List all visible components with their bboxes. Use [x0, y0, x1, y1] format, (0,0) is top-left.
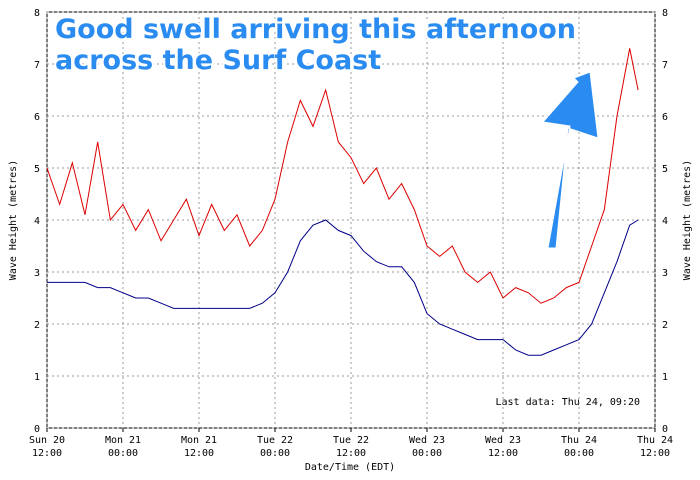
- y2-axis-label: Wave Height (metres): [682, 160, 693, 280]
- series-line: [47, 219, 639, 356]
- y2-tick-label: 3: [662, 268, 668, 279]
- y2-tick-label: 1: [662, 372, 668, 383]
- arrow: [542, 71, 599, 249]
- x-tick-label: Mon 21: [105, 435, 141, 446]
- x-tick-label: 12:00: [640, 448, 670, 459]
- y2-tick-label: 2: [662, 320, 668, 331]
- x-tick-label: Sun 20: [29, 435, 65, 446]
- x-tick-label: 00:00: [412, 448, 442, 459]
- x-tick-label: Tue 22: [257, 435, 293, 446]
- x-tick-label: 00:00: [108, 448, 138, 459]
- y-tick-label: 7: [34, 60, 40, 71]
- x-tick-label: Wed 23: [485, 435, 521, 446]
- x-tick-label: Wed 23: [409, 435, 445, 446]
- x-tick-label: 12:00: [184, 448, 214, 459]
- series-line: [46, 48, 639, 304]
- y-tick-label: 4: [34, 216, 40, 227]
- x-tick-label: 12:00: [32, 448, 62, 459]
- y-tick-label: 1: [34, 372, 40, 383]
- y-tick-label: 8: [34, 8, 40, 19]
- x-tick-label: 00:00: [564, 448, 594, 459]
- x-tick-label: Thu 24: [561, 435, 597, 446]
- y-axis-label: Wave Height (metres): [8, 160, 19, 280]
- x-tick-label: Tue 22: [333, 435, 369, 446]
- y-tick-label: 5: [34, 164, 40, 175]
- y-tick-label: 6: [34, 112, 40, 123]
- x-tick-label: 12:00: [488, 448, 518, 459]
- y2-tick-label: 5: [662, 164, 668, 175]
- y-tick-label: 2: [34, 320, 40, 331]
- y2-tick-label: 4: [662, 216, 668, 227]
- x-tick-label: 12:00: [336, 448, 366, 459]
- y2-tick-label: 6: [662, 112, 668, 123]
- x-tick-label: Mon 21: [181, 435, 217, 446]
- y2-tick-label: 7: [662, 60, 668, 71]
- annotation: Good swell arriving this afternoon across…: [55, 14, 576, 76]
- last-data-note: Last data: Thu 24, 09:20: [496, 397, 641, 408]
- x-tick-label: Thu 24: [637, 435, 673, 446]
- x-axis-label: Date/Time (EDT): [305, 462, 395, 473]
- y-tick-label: 0: [34, 424, 40, 435]
- x-tick-label: 00:00: [260, 448, 290, 459]
- y-tick-label: 3: [34, 268, 40, 279]
- y2-tick-label: 8: [662, 8, 668, 19]
- y2-tick-label: 0: [662, 424, 668, 435]
